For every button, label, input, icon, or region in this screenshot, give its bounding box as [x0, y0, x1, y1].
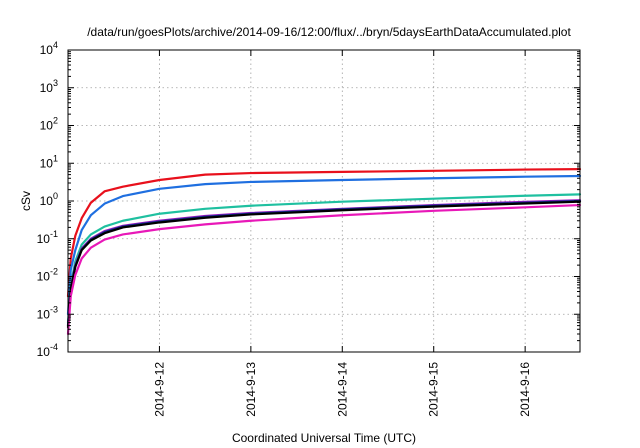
- y-tick-label-exponent: 2: [53, 116, 58, 126]
- y-tick-label-base: 10: [40, 43, 54, 57]
- axis-ticks: [68, 49, 580, 353]
- series-line-7: [66, 203, 582, 336]
- y-tick-label: 10-2: [37, 267, 58, 284]
- y-tick-label: 101: [40, 153, 58, 170]
- x-tick-label: 2014-9-14: [335, 362, 349, 417]
- y-tick-label-base: 10: [40, 81, 54, 95]
- y-tick-label: 10-4: [37, 342, 58, 359]
- y-tick-label-exponent: -3: [50, 304, 58, 314]
- y-tick-label-base: 10: [40, 119, 54, 133]
- x-tick-labels: 2014-9-12 2014-9-13 2014-9-14 2014-9-15 2014…: [152, 362, 532, 417]
- y-axis-label: cSv: [19, 191, 33, 211]
- series-line-5: [66, 199, 582, 327]
- series-group: [66, 168, 582, 336]
- y-tick-label-base: 10: [37, 232, 51, 246]
- y-tick-label: 102: [40, 116, 58, 133]
- series-line-4: [66, 199, 582, 327]
- y-tick-label-exponent: 4: [53, 40, 58, 50]
- x-axis-label: Coordinated Universal Time (UTC): [232, 431, 416, 445]
- y-tick-label: 104: [40, 40, 58, 57]
- x-tick-label: 2014-9-12: [152, 362, 166, 417]
- series-line-2: [66, 174, 582, 316]
- y-tick-label-exponent: -1: [50, 229, 58, 239]
- x-tick-label: 2014-9-16: [518, 362, 532, 417]
- y-tick-label-base: 10: [37, 270, 51, 284]
- y-tick-label-exponent: -4: [50, 342, 58, 352]
- series-line-1: [66, 168, 582, 298]
- y-tick-label-base: 10: [37, 307, 51, 321]
- y-tick-label: 10-1: [37, 229, 58, 246]
- y-tick-label: 103: [40, 78, 58, 95]
- y-tick-label-exponent: -2: [50, 267, 58, 277]
- y-tick-label-base: 10: [37, 345, 51, 359]
- y-tick-label-exponent: 0: [53, 191, 58, 201]
- series-line-6: [66, 200, 582, 329]
- x-tick-label: 2014-9-13: [244, 362, 258, 417]
- x-tick-label: 2014-9-15: [427, 362, 441, 417]
- y-tick-label-base: 10: [40, 156, 54, 170]
- y-tick-label-exponent: 1: [53, 153, 58, 163]
- series-line-3: [66, 193, 582, 324]
- y-tick-label-base: 10: [40, 194, 54, 208]
- y-tick-label: 10-3: [37, 304, 58, 321]
- y-tick-label-exponent: 3: [53, 78, 58, 88]
- chart-title: /data/run/goesPlots/archive/2014-09-16/1…: [87, 25, 571, 39]
- grid: [68, 49, 580, 353]
- y-tick-label: 100: [40, 191, 58, 208]
